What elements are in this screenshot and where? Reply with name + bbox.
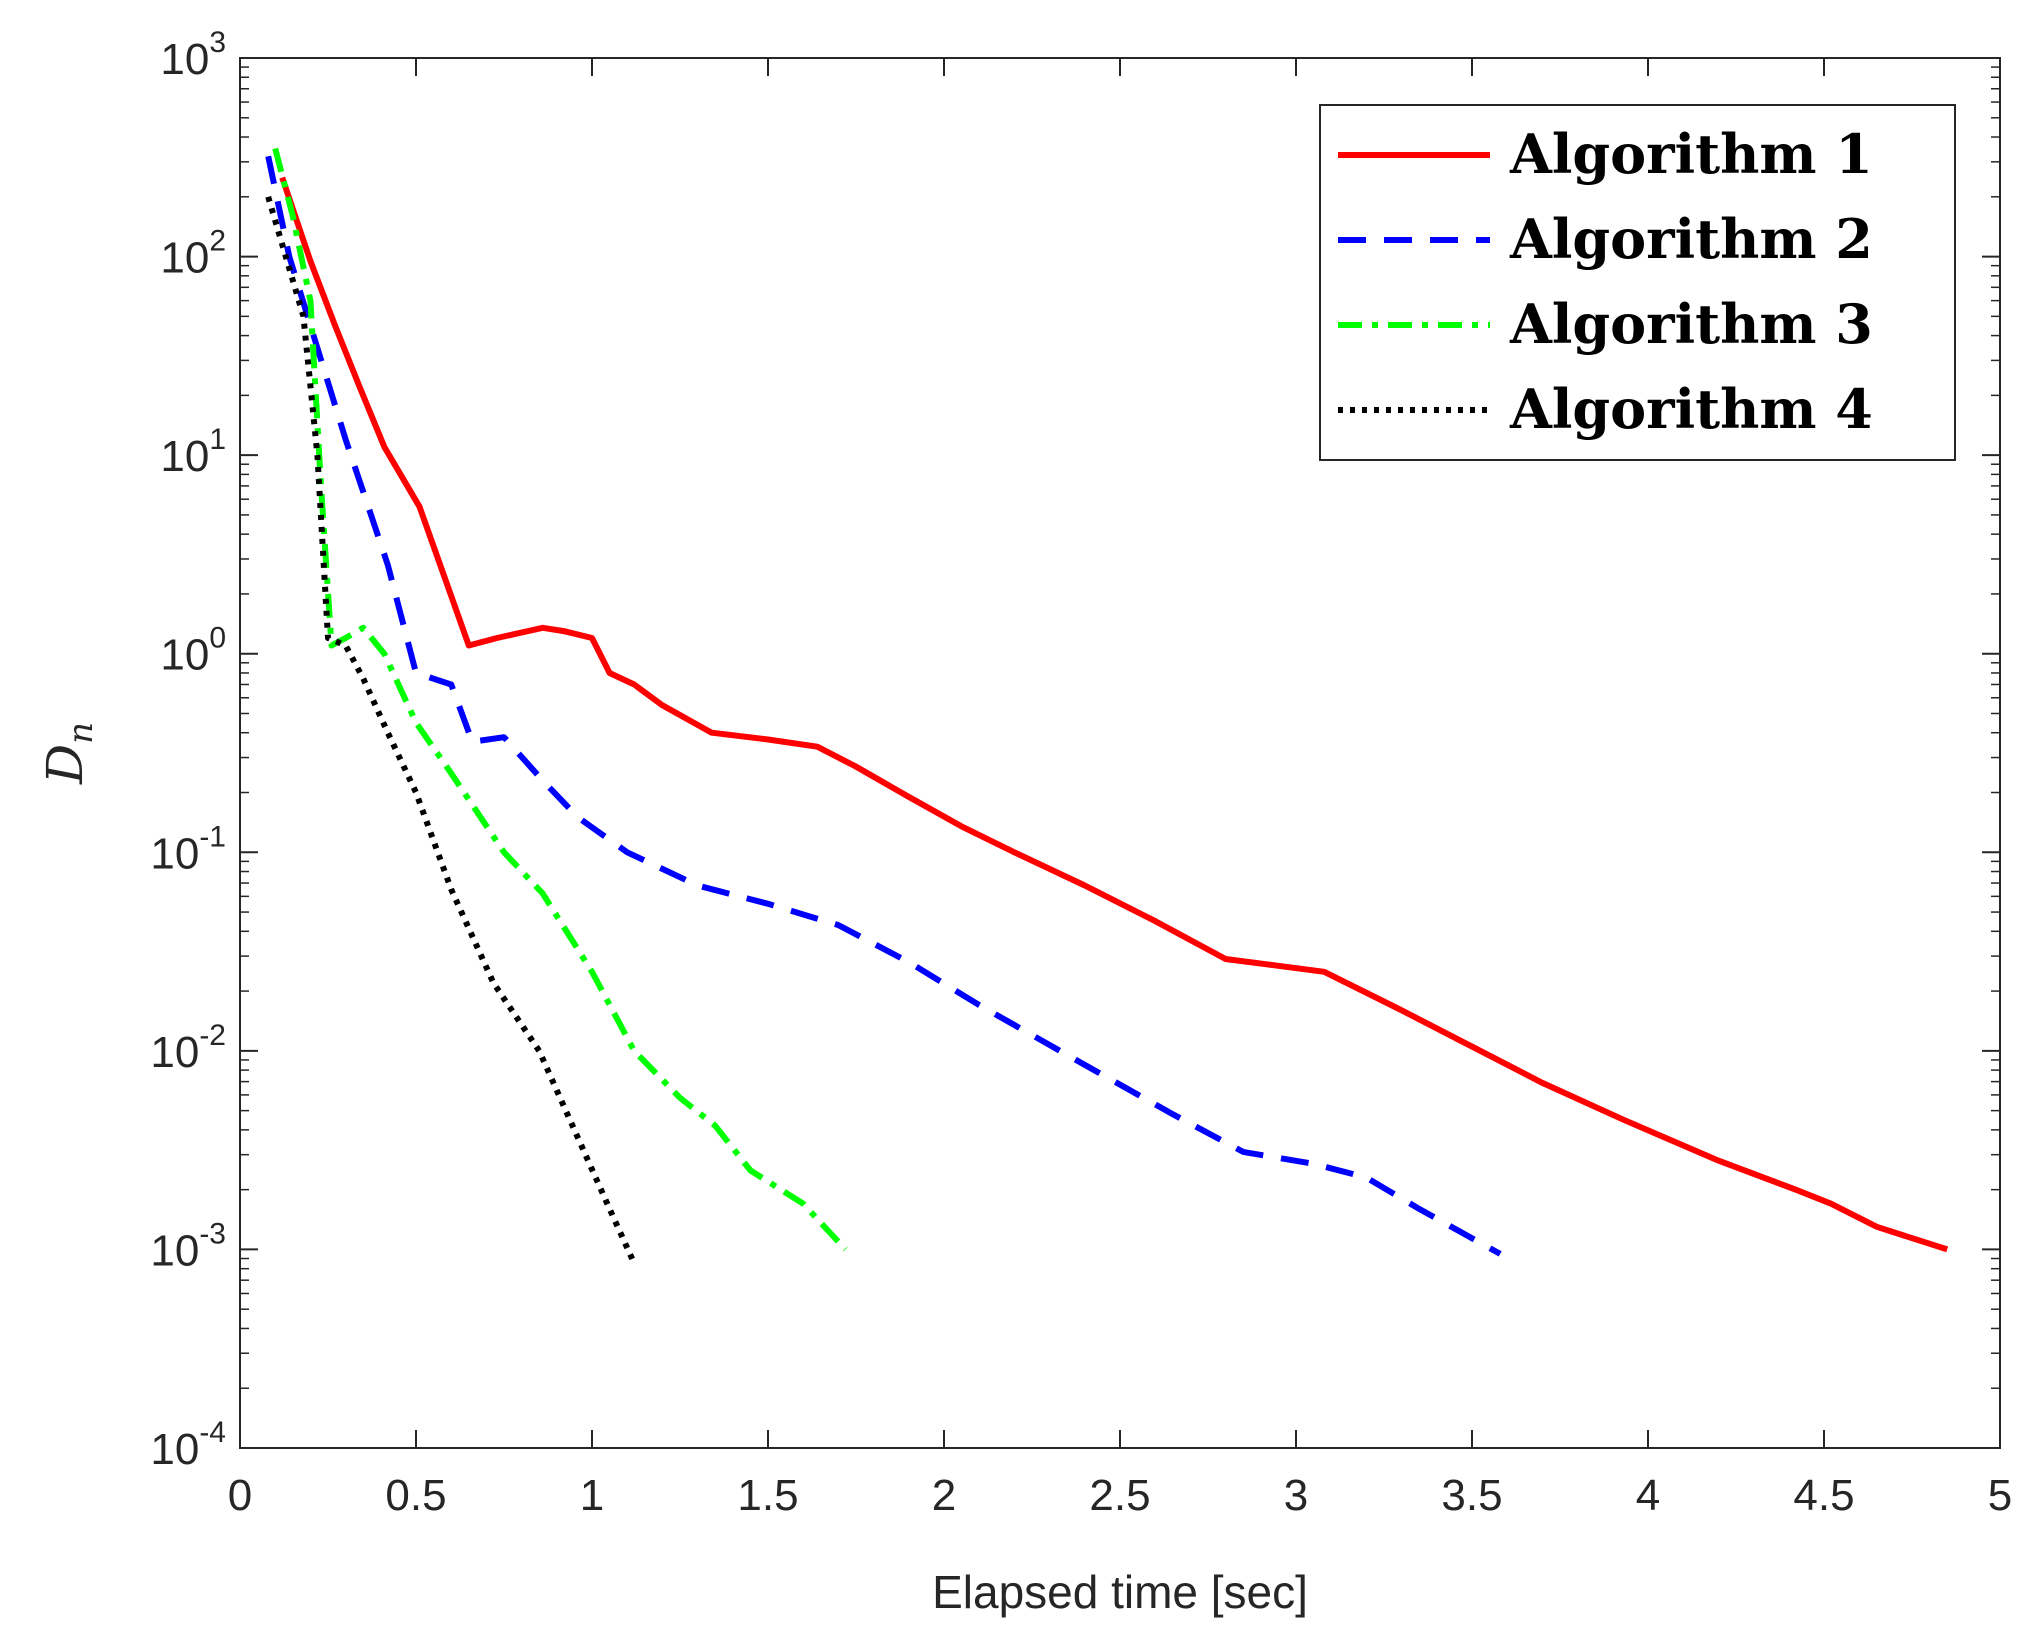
- x-tick-label: 5: [1988, 1471, 2012, 1520]
- y-axis-label-sub: n: [61, 722, 101, 744]
- y-tick-label: 10-2: [150, 1019, 226, 1077]
- y-tick-base: 10: [150, 1028, 199, 1077]
- y-tick-base: 10: [160, 35, 209, 84]
- y-tick-exponent: 3: [209, 26, 226, 59]
- y-tick-base: 10: [160, 234, 209, 283]
- y-tick-exponent: -4: [199, 1416, 226, 1449]
- x-tick-label: 3: [1284, 1471, 1308, 1520]
- legend-items: Algorithm 1 Algorithm 2 Algorithm 3 Algorit…: [1338, 122, 1873, 441]
- y-tick-exponent: 1: [209, 423, 226, 456]
- legend-label-1: Algorithm 1: [1509, 122, 1873, 186]
- series-line-2: [265, 155, 1502, 1257]
- y-tick-label: 10-3: [150, 1217, 226, 1275]
- y-tick-exponent: -1: [199, 820, 226, 853]
- x-tick-label: 2.5: [1089, 1471, 1150, 1520]
- y-tick-exponent: 2: [209, 225, 226, 258]
- y-tick-label: 102: [160, 225, 226, 283]
- x-tick-label: 0: [228, 1471, 252, 1520]
- x-tick-label: 4: [1636, 1471, 1660, 1520]
- y-tick-label: 100: [160, 622, 226, 680]
- legend-box: [1319, 104, 1956, 461]
- y-tick-base: 10: [150, 1226, 199, 1275]
- legend: Algorithm 1 Algorithm 2 Algorithm 3 Algorit…: [1319, 104, 1956, 461]
- y-tick-base: 10: [160, 631, 209, 680]
- y-axis-label: Dn: [36, 722, 101, 785]
- x-tick-label: 1: [580, 1471, 604, 1520]
- legend-label-3: Algorithm 3: [1509, 292, 1873, 356]
- y-axis-label-main: D: [36, 744, 94, 785]
- x-tick-label: 0.5: [385, 1471, 446, 1520]
- series-line-4: [265, 195, 637, 1265]
- y-tick-exponent: -2: [199, 1019, 226, 1052]
- y-tick-label: 10-4: [150, 1416, 226, 1474]
- series-line-3: [272, 147, 848, 1252]
- x-tick-labels: 0 0.5 1 1.5 2 2.5 3 3.5 4 4.5 5: [228, 1471, 2012, 1520]
- y-tick-label: 103: [160, 26, 226, 84]
- x-axis-label: Elapsed time [sec]: [932, 1566, 1308, 1618]
- y-tick-exponent: 0: [209, 622, 226, 655]
- x-tick-label: 3.5: [1441, 1471, 1502, 1520]
- y-tick-base: 10: [150, 1425, 199, 1474]
- x-tick-label: 2: [932, 1471, 956, 1520]
- y-tick-exponent: -3: [199, 1217, 226, 1250]
- tick-layer: [239, 57, 2001, 1449]
- series-line-1: [279, 176, 1949, 1253]
- y-tick-label: 10-1: [150, 820, 226, 878]
- x-tick-label: 1.5: [737, 1471, 798, 1520]
- y-tick-base: 10: [160, 432, 209, 481]
- y-tick-label: 101: [160, 423, 226, 481]
- legend-label-2: Algorithm 2: [1509, 207, 1873, 271]
- legend-label-4: Algorithm 4: [1509, 377, 1873, 441]
- series-layer: [265, 147, 1949, 1265]
- y-tick-base: 10: [150, 829, 199, 878]
- x-tick-label: 4.5: [1793, 1471, 1854, 1520]
